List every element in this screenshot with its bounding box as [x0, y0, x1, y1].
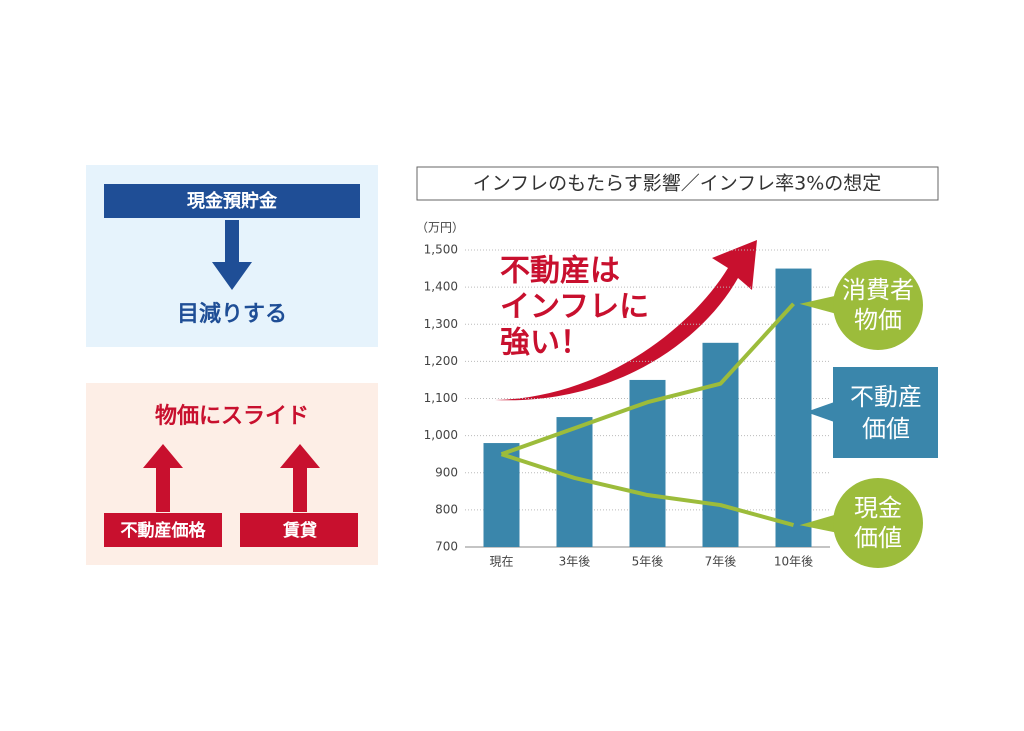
callout-pointer — [806, 400, 840, 424]
bar — [775, 268, 812, 547]
annotation: 強い！ — [500, 326, 590, 361]
y-tick-label: 1,000 — [424, 428, 458, 442]
annotation: インフレに — [500, 290, 649, 325]
y-tick-label: 1,300 — [424, 317, 458, 331]
chart: 700 800 900 1,000 1,100 1,200 1,300 1,400 1,500 不… — [424, 243, 938, 569]
y-tick-label: 900 — [435, 465, 458, 479]
item-label: 賃貸 — [282, 520, 317, 541]
x-tick-label: 10年後 — [774, 555, 813, 569]
up-arrow — [143, 444, 183, 512]
callout-label: 物価 — [854, 306, 902, 334]
callout-label: 価値 — [854, 524, 902, 552]
item-box — [240, 513, 358, 547]
cash-title: 現金預貯金 — [187, 190, 278, 212]
callout — [833, 478, 923, 568]
y-tick-label: 700 — [435, 540, 458, 554]
y-unit: （万円） — [416, 221, 464, 235]
x-tick-label: 5年後 — [632, 555, 664, 569]
y-tick-label: 1,200 — [424, 354, 458, 368]
chart-title: インフレのもたらす影響／インフレ率3%の想定 — [473, 173, 882, 195]
annotation: 不動産は — [500, 254, 620, 289]
goods-title: 物価にスライド — [155, 403, 309, 429]
y-tick-label: 1,100 — [424, 391, 458, 405]
x-tick-label: 現在 — [489, 555, 513, 569]
callout — [833, 260, 923, 350]
y-tick-label: 800 — [435, 502, 458, 516]
y-tick-label: 1,400 — [424, 280, 458, 294]
line-series — [500, 302, 795, 457]
line-series — [500, 452, 795, 528]
x-tick-label: 7年後 — [705, 555, 737, 569]
x-tick-label: 3年後 — [559, 555, 591, 569]
bar — [483, 443, 520, 547]
trend-arrow — [495, 240, 757, 401]
item-box — [104, 513, 222, 547]
y-tick-label: 1,500 — [424, 243, 458, 257]
chart-title-box — [416, 166, 939, 201]
cash-result: 目減りする — [177, 302, 287, 327]
callout-label: 消費者 — [842, 276, 914, 304]
callout — [833, 367, 938, 458]
callout-label: 価値 — [862, 415, 910, 443]
cash-box — [104, 184, 360, 218]
up-arrow — [280, 444, 320, 512]
bar — [702, 342, 739, 547]
item-label: 不動産価格 — [121, 520, 207, 541]
down-arrow — [212, 220, 252, 290]
callout-label: 現金 — [854, 494, 902, 522]
callout-label: 不動産 — [850, 383, 922, 411]
